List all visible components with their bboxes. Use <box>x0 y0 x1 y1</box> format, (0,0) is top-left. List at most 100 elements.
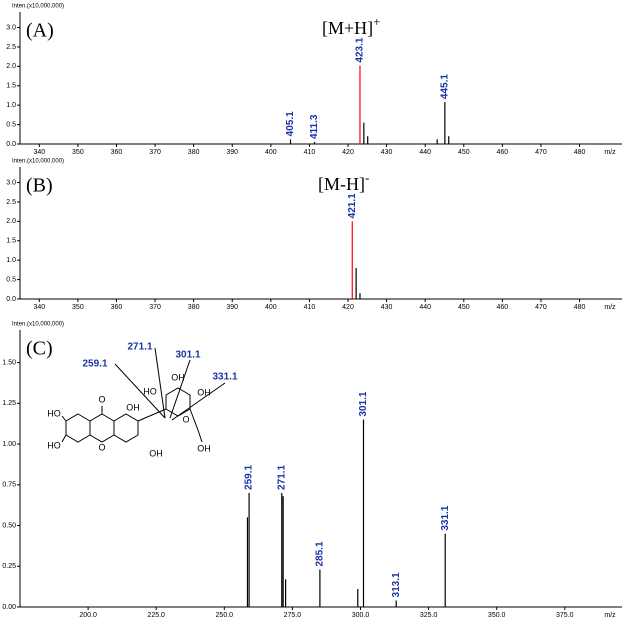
x-tick-label: 200.0 <box>79 612 97 619</box>
peak-label: 423.1 <box>355 37 366 62</box>
x-tick-label: 375.0 <box>556 612 574 619</box>
y-tick-label: 0.25 <box>2 563 16 570</box>
y-tick-label: 2.0 <box>6 63 16 70</box>
peak-label: 313.1 <box>391 572 402 597</box>
arrow <box>171 382 226 421</box>
arrow <box>169 359 191 419</box>
x-tick-label: 390 <box>226 149 238 156</box>
x-tick-label: 440 <box>419 149 431 156</box>
bond <box>137 408 167 422</box>
x-tick-label: 460 <box>497 304 509 311</box>
panel-label: (C) <box>26 338 53 360</box>
ring <box>89 413 115 443</box>
y-axis-label: Inten.(x10,000,000) <box>12 322 64 328</box>
x-tick-label: 390 <box>226 304 238 311</box>
x-tick-label: 430 <box>381 149 393 156</box>
y-tick-label: 1.0 <box>6 257 16 264</box>
x-axis-label: m/z <box>604 612 616 619</box>
x-tick-label: 470 <box>535 304 547 311</box>
x-tick-label: 300.0 <box>352 612 370 619</box>
y-tick-label: 0.00 <box>2 604 16 611</box>
ring <box>113 413 139 443</box>
fragment-label: 301.1 <box>175 350 200 361</box>
ion-text: [M+H] <box>322 18 373 38</box>
atom-label: O <box>98 442 105 452</box>
peak-label: 285.1 <box>315 541 326 566</box>
y-tick-label: 1.0 <box>6 102 16 109</box>
atom-label: OH <box>149 448 163 458</box>
y-tick-label: 1.50 <box>2 359 16 366</box>
x-tick-label: 470 <box>535 149 547 156</box>
x-tick-label: 325.0 <box>420 612 438 619</box>
ion-charge: + <box>373 14 380 29</box>
x-axis-label: m/z <box>604 304 616 311</box>
x-tick-label: 370 <box>149 304 161 311</box>
bond <box>189 408 199 431</box>
atom-label: OH <box>126 402 140 412</box>
panel-label: (B) <box>26 175 53 197</box>
y-tick-label: 3.0 <box>6 179 16 186</box>
fragment-label: 259.1 <box>82 359 107 370</box>
x-tick-label: 340 <box>33 149 45 156</box>
x-tick-label: 370 <box>149 149 161 156</box>
x-tick-label: 380 <box>188 149 200 156</box>
ion-annotation: [M+H]+ <box>322 14 381 38</box>
fragment-label: 331.1 <box>212 372 237 383</box>
x-tick-label: 360 <box>111 304 123 311</box>
x-tick-label: 350 <box>72 304 84 311</box>
y-tick-label: 0.50 <box>2 522 16 529</box>
ion-annotation: [M-H]- <box>318 170 369 194</box>
atom-label: HO <box>47 408 61 418</box>
y-tick-label: 1.00 <box>2 441 16 448</box>
atom-label: OH <box>171 372 185 382</box>
panel-label: (A) <box>26 20 54 42</box>
x-tick-label: 250.0 <box>216 612 234 619</box>
ring <box>165 387 191 417</box>
y-tick-label: 2.0 <box>6 218 16 225</box>
x-tick-label: 400 <box>265 149 277 156</box>
x-tick-label: 350 <box>72 149 84 156</box>
peak-label: 271.1 <box>276 464 287 489</box>
y-tick-label: 1.5 <box>6 83 16 90</box>
y-tick-label: 3.0 <box>6 24 16 31</box>
y-axis-label: Inten.(x10,000,000) <box>12 4 64 10</box>
x-tick-label: 440 <box>419 304 431 311</box>
peak-label: 301.1 <box>358 391 369 416</box>
y-tick-label: 2.5 <box>6 44 16 51</box>
bond <box>61 415 67 422</box>
x-tick-label: 460 <box>497 149 509 156</box>
x-tick-label: 380 <box>188 304 200 311</box>
x-tick-label: 340 <box>33 304 45 311</box>
atom-label: O <box>182 414 189 424</box>
x-tick-label: 480 <box>574 304 586 311</box>
x-tick-label: 430 <box>381 304 393 311</box>
x-tick-label: 420 <box>342 149 354 156</box>
fragment-label: 271.1 <box>127 342 152 353</box>
y-tick-label: 1.25 <box>2 400 16 407</box>
peak-label: 445.1 <box>440 74 451 99</box>
x-tick-label: 410 <box>304 149 316 156</box>
y-tick-label: 0.75 <box>2 482 16 489</box>
arrow <box>114 363 166 419</box>
atom-label: O <box>98 394 105 404</box>
atom-label: HO <box>143 386 157 396</box>
atom-label: HO <box>47 440 61 450</box>
x-tick-label: 420 <box>342 304 354 311</box>
bond <box>197 429 203 443</box>
atom-label: OH <box>197 443 211 453</box>
y-axis-label: Inten.(x10,000,000) <box>12 159 64 165</box>
ion-charge: - <box>365 170 369 185</box>
ring <box>65 413 91 443</box>
ion-text: [M-H] <box>318 174 365 194</box>
arrow <box>154 347 166 419</box>
x-tick-label: 275.0 <box>284 612 302 619</box>
bond <box>61 434 67 443</box>
x-axis-label: m/z <box>604 149 616 156</box>
x-tick-label: 480 <box>574 149 586 156</box>
peak-label: 259.1 <box>244 464 255 489</box>
x-tick-label: 225.0 <box>147 612 165 619</box>
x-tick-label: 450 <box>458 304 470 311</box>
atom-label: OH <box>197 387 211 397</box>
peak-label: 421.1 <box>347 193 358 218</box>
